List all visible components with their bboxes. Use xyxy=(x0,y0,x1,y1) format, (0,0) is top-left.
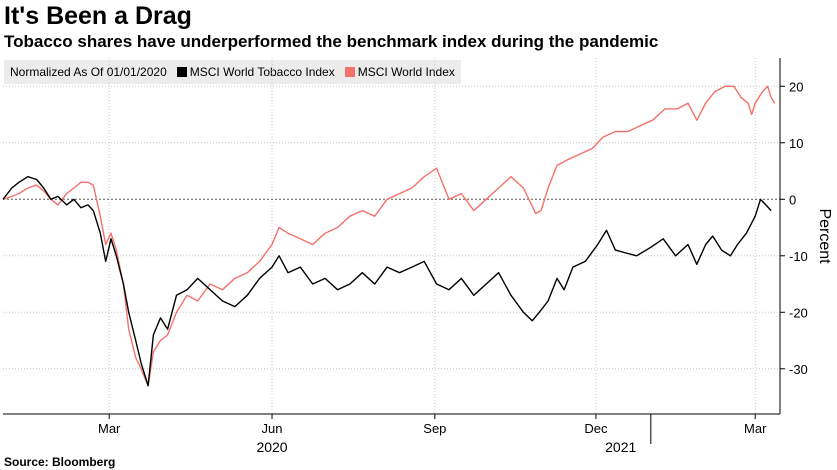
y-tick-label: -20 xyxy=(789,305,808,320)
series-line-tobacco xyxy=(2,176,772,387)
y-tick-label: 10 xyxy=(789,136,803,151)
axis-labels: 20 10 0 -10 -20 -30 Mar Jun Sep Dec Mar 2020 2021 Per… xyxy=(98,79,833,455)
x-tick-label: Dec xyxy=(584,421,608,436)
chart-title: It's Been a Drag xyxy=(4,2,192,30)
series-lines xyxy=(2,85,776,387)
x-tick-label: Jun xyxy=(262,421,283,436)
axes xyxy=(3,58,785,444)
legend-note: Normalized As Of 01/01/2020 xyxy=(10,65,167,79)
chart-subtitle: Tobacco shares have underperformed the b… xyxy=(4,32,659,51)
series-line-world xyxy=(2,85,776,387)
legend-note-text: Normalized As Of 01/01/2020 xyxy=(10,65,167,79)
legend-label-world: MSCI World Index xyxy=(357,65,455,79)
y-tick-label: -30 xyxy=(789,362,808,377)
source-note: Source: Bloomberg xyxy=(4,455,116,469)
y-tick-label: 20 xyxy=(789,79,803,94)
grid-lines xyxy=(3,58,780,414)
legend-swatch-tobacco xyxy=(176,67,187,77)
legend-label-tobacco: MSCI World Tobacco Index xyxy=(189,65,335,79)
legend-swatch-world xyxy=(344,67,355,77)
y-tick-label: -10 xyxy=(789,249,808,264)
year-label: 2020 xyxy=(256,439,287,455)
x-tick-label: Mar xyxy=(744,421,767,436)
legend: Normalized As Of 01/01/2020 MSCI World T… xyxy=(4,60,461,84)
legend-item-tobacco: MSCI World Tobacco Index xyxy=(176,65,335,79)
y-axis-title: Percent xyxy=(816,208,833,264)
y-tick-label: 0 xyxy=(789,192,796,207)
x-tick-label: Mar xyxy=(98,421,121,436)
year-label: 2021 xyxy=(605,439,636,455)
x-tick-label: Sep xyxy=(423,421,446,436)
legend-item-world: MSCI World Index xyxy=(344,65,455,79)
